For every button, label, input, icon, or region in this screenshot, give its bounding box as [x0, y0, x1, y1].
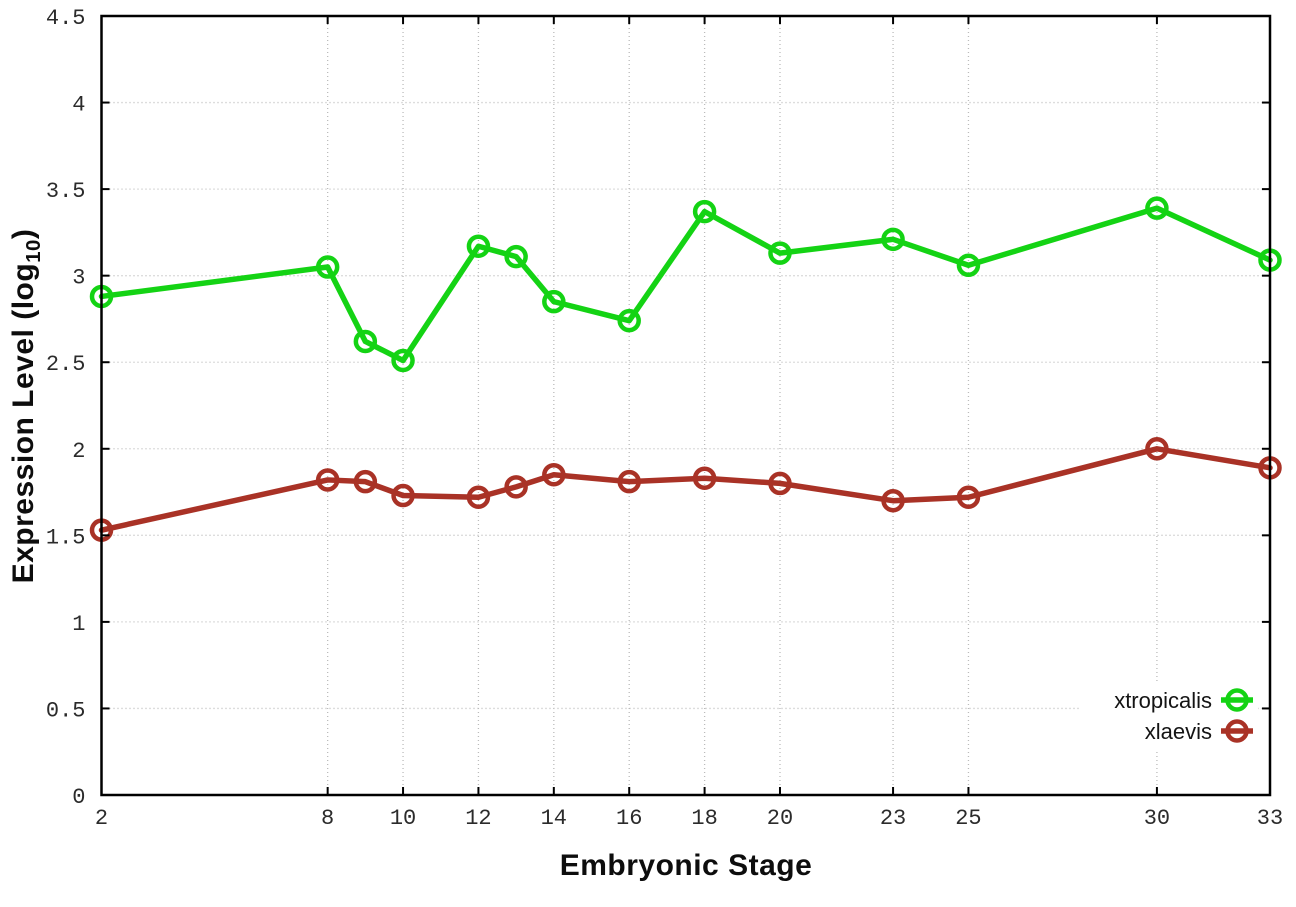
marker-xtropicalis — [881, 227, 905, 252]
legend-label-xtropicalis: xtropicalis — [1114, 688, 1212, 713]
x-tick-label: 30 — [1144, 806, 1170, 831]
marker-xtropicalis — [353, 329, 378, 354]
marker-xlaevis — [391, 483, 415, 508]
x-tick-label: 10 — [390, 806, 416, 831]
marker-xtropicalis — [466, 234, 491, 258]
x-tick-label: 25 — [955, 806, 981, 831]
series-line-xtropicalis — [98, 205, 1273, 364]
y-tick-label: 3.5 — [46, 179, 86, 204]
marker-xlaevis — [315, 468, 340, 492]
marker-xlaevis — [956, 485, 981, 509]
y-tick-label: 4 — [72, 93, 85, 118]
y-tick-label: 0 — [72, 785, 85, 810]
marker-xlaevis — [542, 462, 566, 487]
marker-xtropicalis — [617, 308, 641, 333]
marker-xtropicalis — [504, 244, 528, 269]
marker-xlaevis — [692, 466, 717, 490]
x-tick-label: 33 — [1257, 806, 1283, 831]
legend-sample-marker-xlaevis — [1225, 719, 1249, 743]
marker-xlaevis — [768, 471, 792, 496]
y-tick-label: 2 — [72, 439, 85, 464]
marker-xtropicalis — [315, 255, 340, 279]
marker-xtropicalis — [692, 199, 717, 224]
legend-label-xlaevis: xlaevis — [1145, 719, 1212, 744]
y-axis-title-close: ) — [7, 228, 40, 240]
y-axis-title-text: Expression Level (log — [7, 262, 40, 584]
x-tick-label: 12 — [465, 806, 491, 831]
x-tick-label: 23 — [880, 806, 906, 831]
marker-xlaevis — [1145, 437, 1169, 461]
x-tick-label: 20 — [767, 806, 793, 831]
marker-xtropicalis — [542, 289, 566, 314]
plot-border — [100, 14, 1272, 797]
marker-xlaevis — [466, 485, 491, 509]
marker-xlaevis — [353, 469, 378, 494]
y-tick-label: 4.5 — [46, 6, 86, 31]
x-tick-label: 14 — [541, 806, 567, 831]
y-axis-title-subscript: 10 — [23, 239, 45, 263]
y-axis-title: Expression Level (log10) — [7, 56, 47, 756]
marker-xtropicalis — [1145, 196, 1169, 220]
marker-xlaevis — [881, 488, 905, 513]
y-tick-label: 2.5 — [46, 352, 86, 377]
marker-xtropicalis — [391, 348, 415, 373]
y-tick-label: 1.5 — [46, 525, 86, 550]
marker-xtropicalis — [768, 241, 792, 265]
marker-xlaevis — [504, 475, 528, 499]
marker-xtropicalis — [956, 253, 981, 278]
series-line-xlaevis — [98, 446, 1273, 533]
x-tick-label: 8 — [321, 806, 334, 831]
x-tick-label: 18 — [691, 806, 717, 831]
y-tick-label: 3 — [72, 266, 85, 291]
y-tick-label: 1 — [72, 612, 85, 637]
y-tick-label: 0.5 — [46, 698, 86, 723]
x-tick-label: 16 — [616, 806, 642, 831]
x-tick-label: 2 — [95, 806, 108, 831]
marker-xlaevis — [617, 469, 641, 494]
x-axis-title: Embryonic Stage — [559, 849, 813, 882]
legend-sample-marker-xtropicalis — [1225, 688, 1249, 712]
